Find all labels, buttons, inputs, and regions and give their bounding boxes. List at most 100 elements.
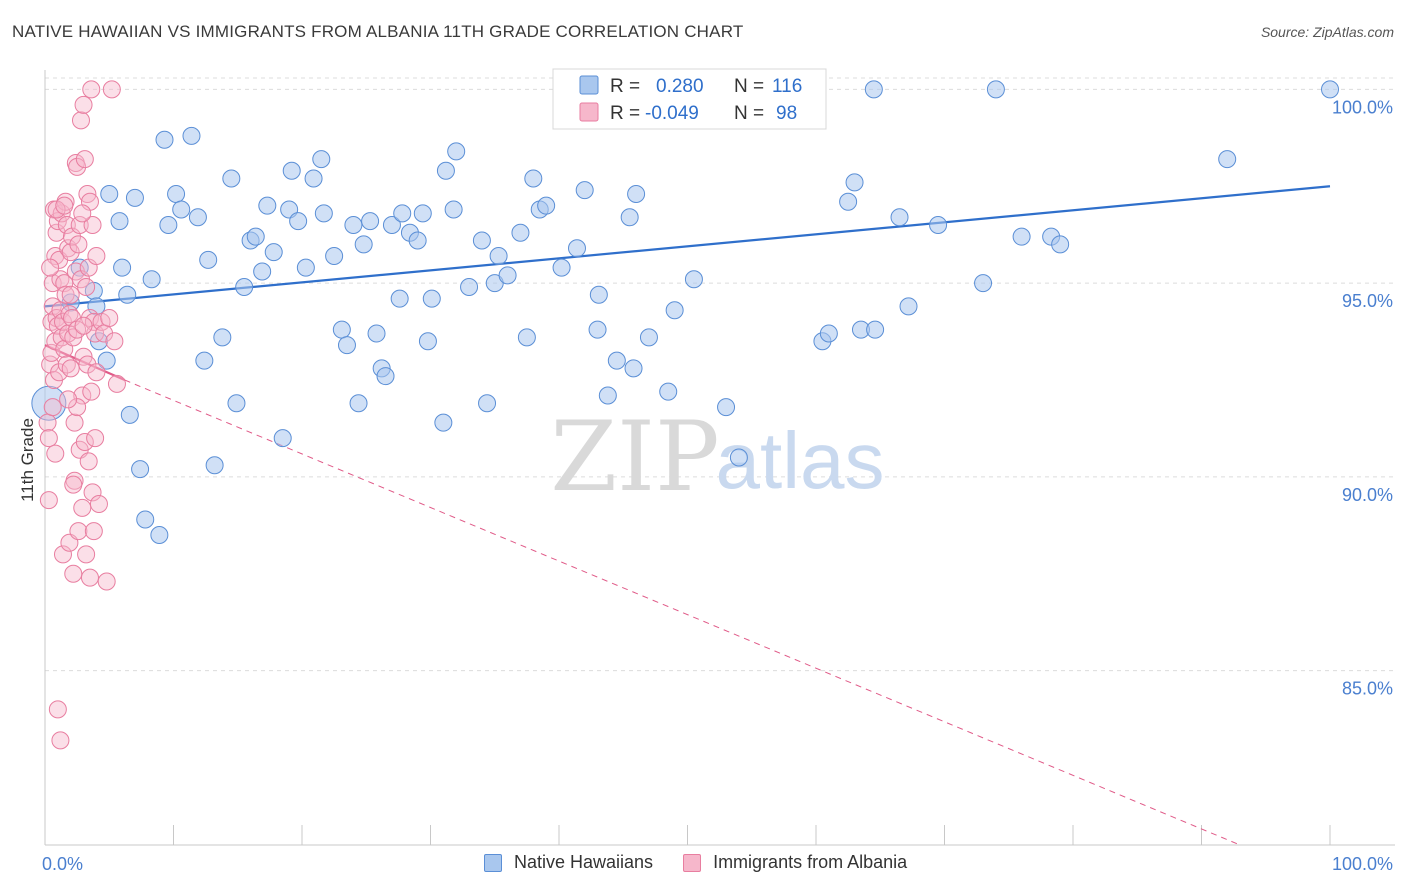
points-immigrants-albania — [38, 80, 126, 750]
point-immigrants-albania — [47, 223, 66, 242]
point-native-hawaiians — [1012, 227, 1031, 246]
point-native-hawaiians — [717, 398, 736, 417]
legend-r-value-2: -0.049 — [645, 103, 699, 124]
point-immigrants-albania — [73, 204, 92, 223]
point-native-hawaiians — [460, 278, 479, 296]
y-tick-label: 85.0% — [1342, 679, 1393, 699]
point-immigrants-albania — [89, 495, 108, 513]
point-native-hawaiians — [390, 289, 409, 308]
point-native-hawaiians — [819, 324, 838, 343]
point-native-hawaiians — [205, 456, 224, 475]
trend-line-pink-dashed — [124, 379, 1241, 846]
point-immigrants-albania — [75, 150, 94, 169]
legend-label-native-hawaiians: Native Hawaiians — [514, 852, 654, 872]
point-native-hawaiians — [627, 185, 646, 203]
point-immigrants-albania — [84, 312, 103, 331]
point-immigrants-albania — [59, 390, 78, 409]
point-native-hawaiians — [199, 250, 218, 269]
x-tick-label-min: 0.0% — [42, 854, 83, 874]
point-immigrants-albania — [39, 429, 58, 448]
point-immigrants-albania — [107, 374, 126, 393]
point-native-hawaiians — [235, 278, 254, 296]
gridlines — [45, 77, 1395, 672]
point-native-hawaiians — [418, 332, 437, 351]
point-native-hawaiians — [253, 262, 272, 281]
point-immigrants-albania — [78, 355, 97, 374]
point-native-hawaiians — [665, 301, 684, 320]
point-immigrants-albania — [61, 285, 80, 304]
point-immigrants-albania — [61, 243, 80, 262]
point-native-hawaiians — [890, 208, 909, 227]
point-native-hawaiians — [120, 405, 139, 424]
point-native-hawaiians — [344, 216, 363, 234]
point-immigrants-albania — [69, 522, 88, 541]
legend-n-label-1: N = — [734, 76, 764, 97]
legend-item-immigrants-albania: Immigrants from Albania — [683, 852, 907, 873]
point-native-hawaiians — [974, 274, 993, 293]
point-immigrants-albania — [74, 95, 93, 114]
point-native-hawaiians — [447, 142, 466, 161]
point-native-hawaiians — [986, 80, 1005, 99]
point-immigrants-albania — [84, 522, 103, 541]
legend-swatch-pink — [579, 102, 599, 122]
point-native-hawaiians — [100, 185, 119, 203]
point-immigrants-albania — [39, 491, 58, 510]
point-native-hawaiians — [729, 448, 748, 467]
point-native-hawaiians — [899, 297, 918, 316]
point-native-hawaiians — [282, 161, 301, 180]
point-immigrants-albania — [71, 111, 90, 130]
point-immigrants-albania — [100, 309, 119, 327]
point-native-hawaiians — [150, 526, 169, 544]
point-native-hawaiians — [188, 208, 207, 227]
point-native-hawaiians — [246, 227, 265, 246]
point-native-hawaiians — [552, 258, 571, 277]
point-immigrants-albania — [57, 216, 76, 234]
point-immigrants-albania — [105, 332, 124, 351]
point-native-hawaiians — [361, 212, 380, 231]
point-immigrants-albania — [87, 363, 106, 382]
x-tick-label-max: 100.0% — [1332, 854, 1393, 874]
point-native-hawaiians — [659, 382, 678, 401]
point-immigrants-albania — [38, 413, 57, 432]
legend-label-immigrants-albania: Immigrants from Albania — [713, 852, 908, 872]
point-native-hawaiians — [182, 126, 201, 145]
point-native-hawaiians — [312, 150, 331, 169]
point-immigrants-albania — [82, 382, 101, 401]
legend-item-native-hawaiians: Native Hawaiians — [484, 852, 653, 873]
point-native-hawaiians — [289, 212, 308, 231]
point-native-hawaiians — [444, 200, 463, 219]
point-native-hawaiians — [588, 320, 607, 339]
chart-title: NATIVE HAWAIIAN VS IMMIGRANTS FROM ALBAN… — [12, 22, 744, 41]
legend-r-value-1: 0.280 — [656, 76, 704, 97]
point-native-hawaiians — [434, 413, 453, 432]
point-native-hawaiians — [537, 196, 556, 215]
point-native-hawaiians — [314, 204, 333, 223]
legend-r-label-1: R = — [610, 76, 640, 97]
point-immigrants-albania — [83, 216, 102, 234]
point-native-hawaiians — [408, 231, 427, 250]
point-immigrants-albania — [51, 731, 70, 750]
chart-legend: Native Hawaiians Immigrants from Albania — [484, 852, 937, 873]
point-native-hawaiians — [136, 510, 155, 529]
point-immigrants-albania — [48, 700, 67, 719]
point-immigrants-albania — [75, 433, 94, 451]
point-immigrants-albania — [53, 545, 72, 564]
point-native-hawaiians — [929, 216, 948, 234]
point-native-hawaiians — [125, 188, 144, 207]
legend-swatch-native-hawaiians — [484, 853, 502, 872]
point-immigrants-albania — [55, 274, 74, 293]
point-native-hawaiians — [478, 394, 497, 413]
point-immigrants-albania — [46, 444, 65, 463]
point-native-hawaiians — [325, 247, 344, 265]
point-native-hawaiians — [498, 266, 517, 285]
point-native-hawaiians — [413, 204, 432, 223]
y-tick-label: 100.0% — [1332, 97, 1393, 117]
point-native-hawaiians — [172, 200, 191, 219]
point-immigrants-albania — [68, 398, 87, 417]
point-immigrants-albania — [77, 545, 96, 564]
point-native-hawaiians — [113, 258, 132, 277]
point-native-hawaiians — [222, 169, 241, 188]
point-immigrants-albania — [56, 285, 75, 304]
point-immigrants-albania — [73, 498, 92, 517]
